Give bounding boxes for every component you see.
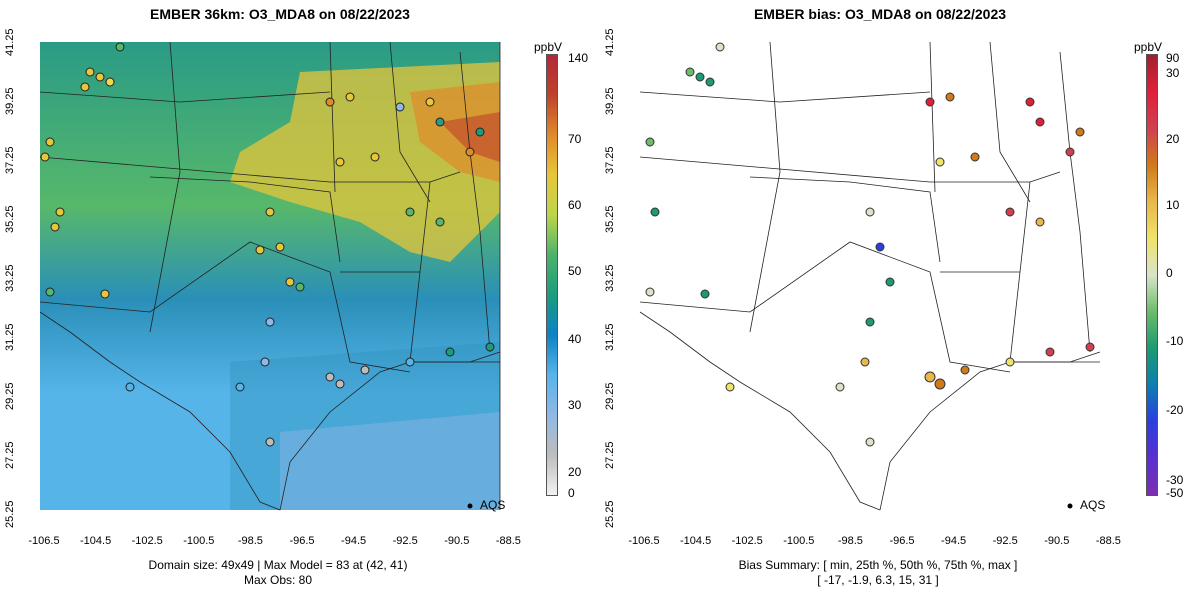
x-tick-label: -98.5: [237, 535, 263, 547]
x-tick-label: -92.5: [992, 535, 1018, 547]
y-tick-label: 27.25: [604, 441, 616, 469]
y-tick-label: 29.25: [4, 382, 16, 410]
colorbar-tick: 30: [1166, 66, 1180, 80]
max-obs: Max Obs: 80: [243, 573, 313, 587]
panel-title: EMBER bias: O3_MDA8 on 08/22/2023: [753, 6, 1007, 22]
x-tick-label: -102.5: [131, 535, 163, 547]
y-tick-label: 37.25: [604, 146, 616, 174]
y-tick-label: 31.25: [604, 323, 616, 351]
y-tick-label: 35.25: [4, 205, 16, 233]
y-tick-label: 37.25: [4, 146, 16, 174]
model-panel: EMBER 36km: O3_MDA8 on 08/22/2023: [4, 6, 589, 587]
bias-colorbar: [1146, 54, 1158, 496]
colorbar-tick: 0: [1166, 266, 1173, 280]
colorbar-tick: 140: [568, 51, 589, 65]
x-tick-label: -88.5: [1095, 535, 1121, 547]
y-tick-label: 27.25: [4, 441, 16, 469]
y-tick-label: 33.25: [4, 264, 16, 292]
model-colorbar: [546, 54, 558, 496]
colorbar-unit: ppbV: [534, 40, 563, 54]
colorbar-tick: 20: [568, 465, 582, 479]
x-tick-label: -92.5: [392, 535, 418, 547]
colorbar-unit: ppbV: [1134, 40, 1163, 54]
x-tick-label: -104.5: [679, 535, 712, 547]
x-tick-label: -104.5: [79, 535, 112, 547]
x-tick-label: -98.5: [837, 535, 863, 547]
x-tick-label: -102.5: [731, 535, 763, 547]
y-tick-label: 25.25: [4, 500, 16, 528]
aqs-legend-label: AQS: [1080, 498, 1106, 512]
bias-summary-values: [ -17, -1.9, 6.3, 15, 31 ]: [817, 573, 939, 587]
x-tick-label: -96.5: [889, 535, 915, 547]
y-tick-label: 41.25: [604, 28, 616, 56]
colorbar-tick: 90: [1166, 51, 1180, 65]
colorbar-tick: -50: [1166, 486, 1184, 500]
colorbar-tick: 10: [1166, 198, 1180, 212]
domain-summary: Domain size: 49x49 | Max Model = 83 at (…: [148, 558, 408, 572]
x-tick-label: -88.5: [495, 535, 521, 547]
model-map: [30, 32, 516, 520]
x-tick-label: -90.5: [1044, 535, 1070, 547]
x-tick-label: -106.5: [28, 535, 60, 547]
y-tick-label: 35.25: [604, 205, 616, 233]
x-tick-label: -100.5: [783, 535, 815, 547]
y-tick-label: 41.25: [4, 28, 16, 56]
x-tick-label: -94.5: [341, 535, 367, 547]
aqs-legend-dot: [467, 503, 473, 509]
x-tick-label: -106.5: [628, 535, 660, 547]
panel-title: EMBER 36km: O3_MDA8 on 08/22/2023: [150, 6, 410, 22]
colorbar-tick: -10: [1166, 334, 1184, 348]
colorbar-tick: -30: [1166, 473, 1184, 487]
y-tick-label: 25.25: [604, 500, 616, 528]
x-tick-label: -94.5: [941, 535, 967, 547]
y-tick-label: 39.25: [4, 87, 16, 115]
colorbar-tick: 70: [568, 132, 582, 146]
colorbar-tick: 0: [568, 486, 575, 500]
colorbar-tick: 20: [1166, 132, 1180, 146]
bias-summary-label: Bias Summary: [ min, 25th %, 50th %, 75t…: [738, 558, 1018, 572]
y-tick-label: 33.25: [604, 264, 616, 292]
x-tick-label: -100.5: [183, 535, 215, 547]
bias-panel: EMBER bias: O3_MDA8 on 08/22/2023: [600, 0, 1200, 600]
aqs-legend-dot: [1067, 503, 1073, 509]
bias-map: [630, 32, 1116, 520]
y-tick-label: 29.25: [604, 382, 616, 410]
colorbar-tick: -20: [1166, 403, 1184, 417]
x-tick-label: -96.5: [289, 535, 315, 547]
colorbar-tick: 40: [568, 332, 582, 346]
y-tick-label: 39.25: [604, 87, 616, 115]
colorbar-tick: 60: [568, 198, 582, 212]
y-tick-label: 31.25: [4, 323, 16, 351]
aqs-legend-label: AQS: [480, 498, 506, 512]
colorbar-tick: 50: [568, 264, 582, 278]
colorbar-tick: 30: [568, 398, 582, 412]
x-tick-label: -90.5: [444, 535, 470, 547]
